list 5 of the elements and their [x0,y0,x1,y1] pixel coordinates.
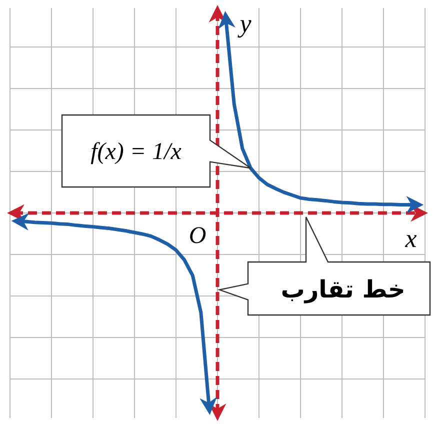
y-axis-title: y [236,9,252,38]
text: f(x) = 1/x [90,139,182,165]
x-axis-title: x [404,224,418,253]
annotation: خط تقارب [280,276,406,304]
annotation: O [188,223,206,249]
